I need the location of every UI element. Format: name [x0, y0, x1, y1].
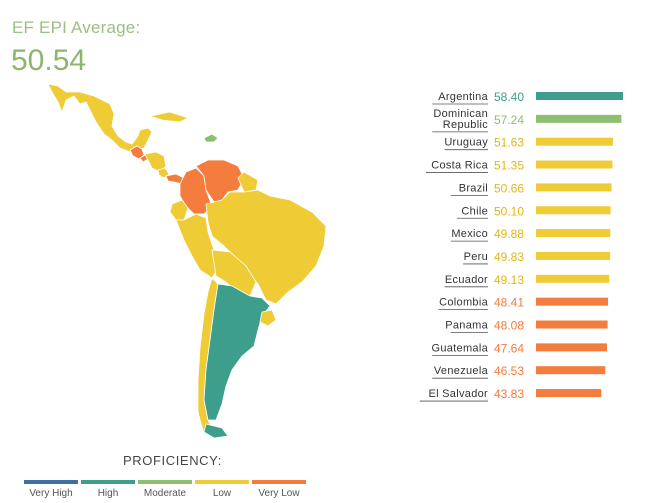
- legend-item: Very Low: [252, 480, 306, 499]
- bar: [536, 183, 612, 192]
- legend-label: Moderate: [143, 488, 187, 499]
- legend-label: Low: [212, 488, 232, 499]
- value-label: 47.64: [494, 341, 524, 355]
- value-label: 46.53: [494, 364, 524, 378]
- legend-swatch: [195, 480, 249, 484]
- country-label: Guatemala: [431, 342, 488, 354]
- bar: [536, 251, 611, 260]
- country-label: Venezuela: [434, 365, 489, 377]
- bar: [536, 114, 622, 123]
- ranking-row: Uruguay 51.63: [444, 136, 613, 151]
- map-region-uruguay: [259, 309, 277, 327]
- average-label: EF EPI Average:: [12, 18, 141, 37]
- bar: [536, 206, 611, 215]
- ranking-row: Argentina 58.40: [432, 90, 623, 105]
- map-region-guatemala: [129, 145, 145, 160]
- legend-item: Low: [195, 480, 249, 499]
- map-region-dominican-republic: [203, 133, 219, 143]
- legend-swatch: [24, 480, 78, 484]
- bar: [536, 297, 609, 306]
- ranking-row: Chile 50.10: [457, 204, 611, 219]
- ranking-row: Brazil 50.66: [450, 181, 612, 196]
- bar: [536, 389, 602, 398]
- bar: [536, 320, 608, 329]
- bar: [536, 160, 613, 169]
- bar: [536, 92, 623, 100]
- bar: [536, 274, 610, 283]
- legend-item: High: [81, 480, 135, 499]
- bar: [536, 343, 607, 352]
- legend-swatch: [252, 480, 306, 484]
- value-label: 50.10: [494, 204, 524, 218]
- value-label: 48.41: [494, 296, 524, 310]
- country-label: Peru: [464, 251, 488, 263]
- map-region-guianas: [237, 171, 259, 193]
- ranking-row: Venezuela 46.53: [432, 364, 606, 379]
- country-label: Brazil: [459, 182, 488, 194]
- bar: [536, 366, 606, 375]
- value-label: 48.08: [494, 319, 524, 333]
- map-region-argentina: [203, 283, 271, 421]
- country-label: Colombia: [439, 297, 488, 309]
- ranking-row: Colombia 48.41: [438, 296, 609, 311]
- map-region-mexico: [47, 83, 153, 153]
- legend-label: High: [97, 488, 119, 499]
- legend-swatch: [81, 480, 135, 484]
- value-label: 50.66: [494, 181, 524, 195]
- legend-label: Very Low: [258, 488, 300, 499]
- map-region-tierra-del-fuego: [203, 423, 229, 439]
- ranking-row: Guatemala 47.64: [431, 341, 607, 356]
- country-label: Dominican Republic: [433, 108, 488, 131]
- value-label: 58.40: [494, 90, 524, 104]
- ranking-row: Peru 49.83: [463, 250, 611, 265]
- proficiency-legend: Very High High Moderate Low Very Low: [24, 480, 306, 500]
- average-value: 50.54: [11, 44, 87, 77]
- country-label: Chile: [461, 205, 488, 217]
- ranking-row: El Salvador 43.83: [419, 387, 602, 402]
- ranking-row: Mexico 49.88: [450, 227, 611, 242]
- country-label: El Salvador: [428, 388, 488, 400]
- country-label: Mexico: [451, 228, 488, 240]
- value-label: 51.63: [494, 136, 524, 150]
- legend-label: Very High: [29, 488, 73, 499]
- ranking-row: Costa Rica 51.35: [426, 159, 613, 173]
- legend-swatch: [138, 480, 192, 484]
- bar: [536, 137, 613, 146]
- country-label: Ecuador: [445, 274, 488, 286]
- country-label: Argentina: [438, 91, 488, 103]
- bar: [536, 229, 611, 238]
- ranking-row: Dominican Republic 57.24: [432, 108, 622, 133]
- value-label: 57.24: [494, 113, 524, 127]
- country-label: Panama: [445, 320, 488, 332]
- map-region-brazil: [205, 189, 327, 305]
- value-label: 49.88: [494, 227, 524, 241]
- country-label: Costa Rica: [431, 160, 488, 172]
- ranking-row: Ecuador 49.13: [444, 273, 610, 288]
- map-region-venezuela: [195, 159, 245, 203]
- value-label: 49.13: [494, 273, 524, 287]
- country-label: Uruguay: [444, 137, 488, 149]
- legend-item: Very High: [24, 480, 78, 499]
- value-label: 43.83: [494, 387, 524, 401]
- value-label: 51.35: [494, 159, 524, 173]
- ranking-row: Panama 48.08: [445, 319, 608, 333]
- legend-item: Moderate: [138, 480, 192, 499]
- value-label: 49.83: [494, 250, 524, 264]
- map-region-cuba: [148, 111, 190, 123]
- proficiency-title: PROFICIENCY:: [123, 453, 222, 468]
